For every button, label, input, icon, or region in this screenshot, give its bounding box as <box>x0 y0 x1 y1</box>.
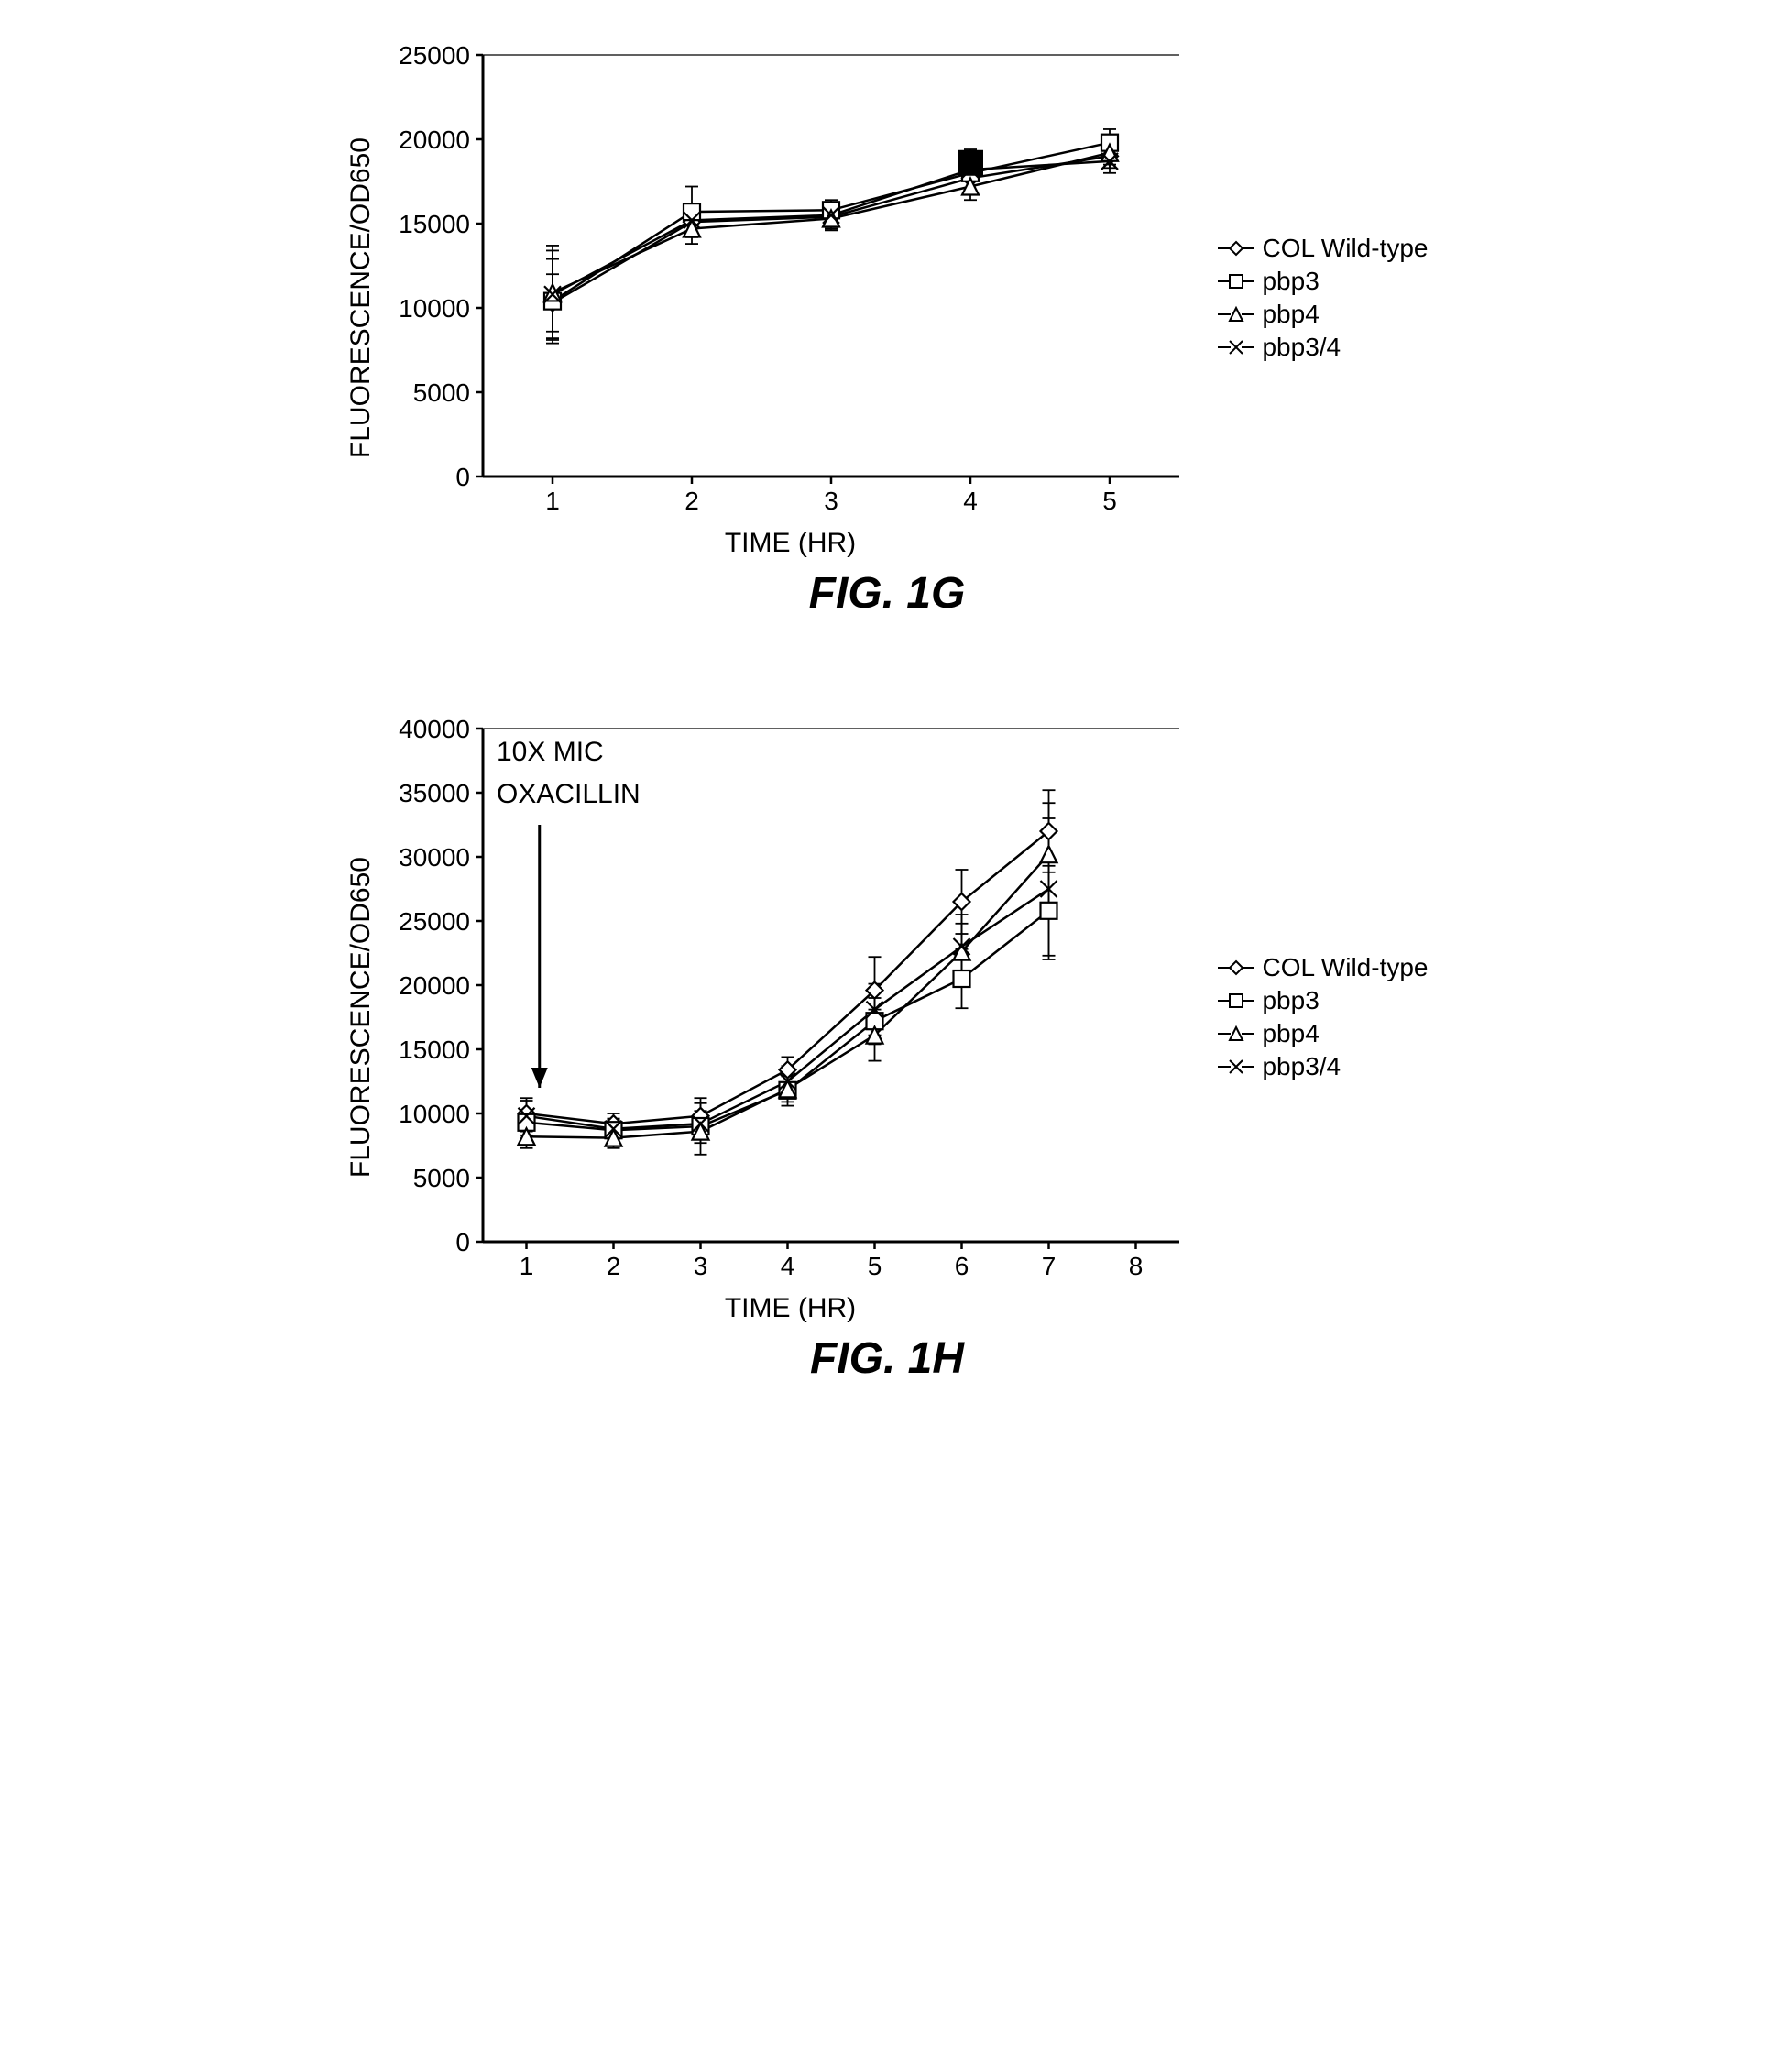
svg-text:5000: 5000 <box>413 1164 470 1192</box>
figure-1h-ylabel: FLUORESCENCE/OD650 <box>345 857 377 1178</box>
svg-text:4: 4 <box>964 487 979 515</box>
legend-item: pbp4 <box>1216 300 1428 329</box>
svg-text:10000: 10000 <box>400 1100 471 1128</box>
svg-text:0: 0 <box>456 1228 471 1256</box>
svg-text:15000: 15000 <box>400 1036 471 1064</box>
figure-1h-xlabel: TIME (HR) <box>725 1293 856 1324</box>
svg-text:20000: 20000 <box>400 971 471 1000</box>
svg-text:5000: 5000 <box>413 378 470 407</box>
svg-text:25000: 25000 <box>400 907 471 936</box>
svg-text:6: 6 <box>955 1252 969 1280</box>
legend-marker-icon <box>1216 1025 1256 1043</box>
figure-1h-row: FLUORESCENCE/OD650 0 5000 10000 15000 20000 2… <box>345 710 1428 1324</box>
figure-1g-legend: COL Wild-type pbp3 pbp4 pbp3/4 <box>1216 230 1428 366</box>
svg-text:4: 4 <box>781 1252 795 1280</box>
svg-text:5: 5 <box>868 1252 882 1280</box>
legend-item: pbp4 <box>1216 1019 1428 1048</box>
figure-1g-row: FLUORESCENCE/OD650 0 5000 10000 15000 20000 2… <box>345 37 1428 559</box>
svg-text:3: 3 <box>694 1252 708 1280</box>
svg-text:1: 1 <box>520 1252 534 1280</box>
legend-label: COL Wild-type <box>1262 234 1428 263</box>
figure-1g-plotcol: 0 5000 10000 15000 20000 25000 1 2 3 4 5 TIME (HR) <box>382 37 1198 559</box>
svg-text:0: 0 <box>456 463 471 491</box>
legend-item: COL Wild-type <box>1216 953 1428 982</box>
figure-1h: FLUORESCENCE/OD650 0 5000 10000 15000 20000 2… <box>345 710 1428 1384</box>
svg-text:3: 3 <box>825 487 839 515</box>
legend-marker-icon <box>1216 239 1256 258</box>
figure-1g-xlabel: TIME (HR) <box>725 528 856 559</box>
figure-1h-plotcol: 0 5000 10000 15000 20000 25000 30000 35000 40000… <box>382 710 1198 1324</box>
svg-text:15000: 15000 <box>400 210 471 238</box>
svg-text:35000: 35000 <box>400 779 471 807</box>
legend-marker-icon <box>1216 959 1256 977</box>
figure-1h-plotwrap: FLUORESCENCE/OD650 0 5000 10000 15000 20000 2… <box>345 710 1198 1324</box>
svg-text:8: 8 <box>1129 1252 1144 1280</box>
legend-label: pbp3 <box>1262 986 1319 1015</box>
legend-label: COL Wild-type <box>1262 953 1428 982</box>
figure-1h-caption: FIG. 1H <box>810 1333 964 1384</box>
svg-text:1: 1 <box>546 487 561 515</box>
legend-marker-icon <box>1216 338 1256 356</box>
svg-text:2: 2 <box>685 487 700 515</box>
svg-text:30000: 30000 <box>400 843 471 872</box>
svg-text:OXACILLIN: OXACILLIN <box>497 779 641 809</box>
svg-text:20000: 20000 <box>400 126 471 154</box>
svg-text:10000: 10000 <box>400 294 471 323</box>
svg-text:7: 7 <box>1042 1252 1057 1280</box>
figure-1g-ylabel: FLUORESCENCE/OD650 <box>345 137 377 458</box>
figure-1h-svg: 0 5000 10000 15000 20000 25000 30000 35000 40000… <box>382 710 1198 1288</box>
figure-1g-plotwrap: FLUORESCENCE/OD650 0 5000 10000 15000 20000 2… <box>345 37 1198 559</box>
legend-item: pbp3/4 <box>1216 333 1428 362</box>
legend-item: pbp3/4 <box>1216 1052 1428 1081</box>
legend-label: pbp3/4 <box>1262 333 1341 362</box>
svg-text:5: 5 <box>1103 487 1118 515</box>
legend-label: pbp4 <box>1262 300 1319 329</box>
legend-item: pbp3 <box>1216 986 1428 1015</box>
legend-marker-icon <box>1216 305 1256 323</box>
legend-label: pbp3/4 <box>1262 1052 1341 1081</box>
figure-1g-svg: 0 5000 10000 15000 20000 25000 1 2 3 4 5 <box>382 37 1198 522</box>
legend-item: COL Wild-type <box>1216 234 1428 263</box>
svg-text:10X MIC: 10X MIC <box>497 737 604 767</box>
legend-marker-icon <box>1216 1058 1256 1076</box>
legend-label: pbp4 <box>1262 1019 1319 1048</box>
legend-item: pbp3 <box>1216 267 1428 296</box>
figure-1h-legend: COL Wild-type pbp3 pbp4 pbp3/4 <box>1216 949 1428 1085</box>
svg-text:25000: 25000 <box>400 41 471 70</box>
svg-text:40000: 40000 <box>400 715 471 743</box>
legend-label: pbp3 <box>1262 267 1319 296</box>
svg-text:2: 2 <box>607 1252 621 1280</box>
legend-marker-icon <box>1216 992 1256 1010</box>
legend-marker-icon <box>1216 272 1256 291</box>
figure-1g: FLUORESCENCE/OD650 0 5000 10000 15000 20000 2… <box>345 37 1428 619</box>
figure-1g-caption: FIG. 1G <box>809 568 966 619</box>
